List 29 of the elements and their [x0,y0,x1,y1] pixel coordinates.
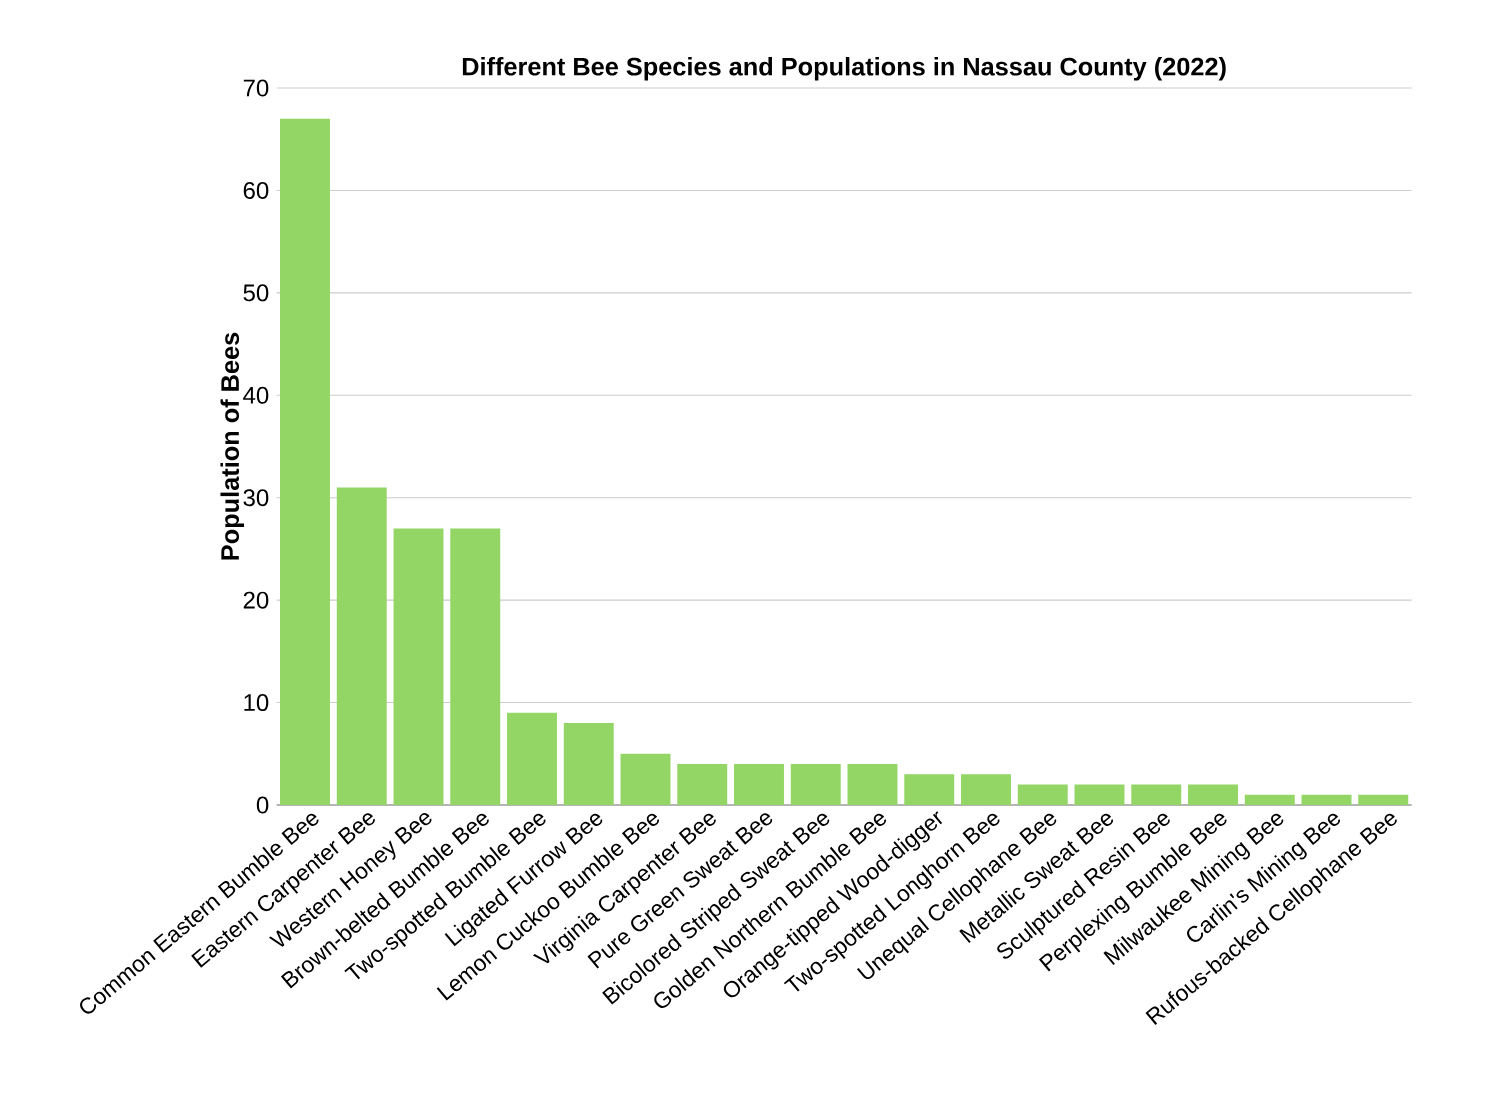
bar [450,528,501,805]
bar [1017,784,1068,805]
bar [1131,784,1182,805]
y-tick-label: 40 [243,386,269,404]
bar [1301,794,1352,805]
y-tick-label: 0 [256,796,269,814]
bar [620,753,671,805]
bar [1358,794,1409,805]
y-tick-label: 20 [243,591,269,609]
bar [336,487,387,805]
y-tick-label: 60 [243,181,269,199]
bar [1188,784,1238,805]
y-tick-label: 30 [243,489,269,507]
bar [961,774,1011,805]
bar [847,764,898,805]
bar [734,764,784,805]
bar [393,528,444,805]
y-tick-label: 10 [244,694,269,712]
y-tick-label: 70 [243,79,269,97]
bar [507,712,557,805]
chart-title: Different Bee Species and Populations in Nassau County (2022) [462,57,1226,81]
bar [904,774,955,805]
bar [1074,784,1125,805]
bar [677,764,728,805]
bar [280,118,330,805]
bar [790,764,841,805]
y-tick-label: 50 [243,284,269,302]
bar [1244,794,1295,805]
bar [563,723,614,805]
